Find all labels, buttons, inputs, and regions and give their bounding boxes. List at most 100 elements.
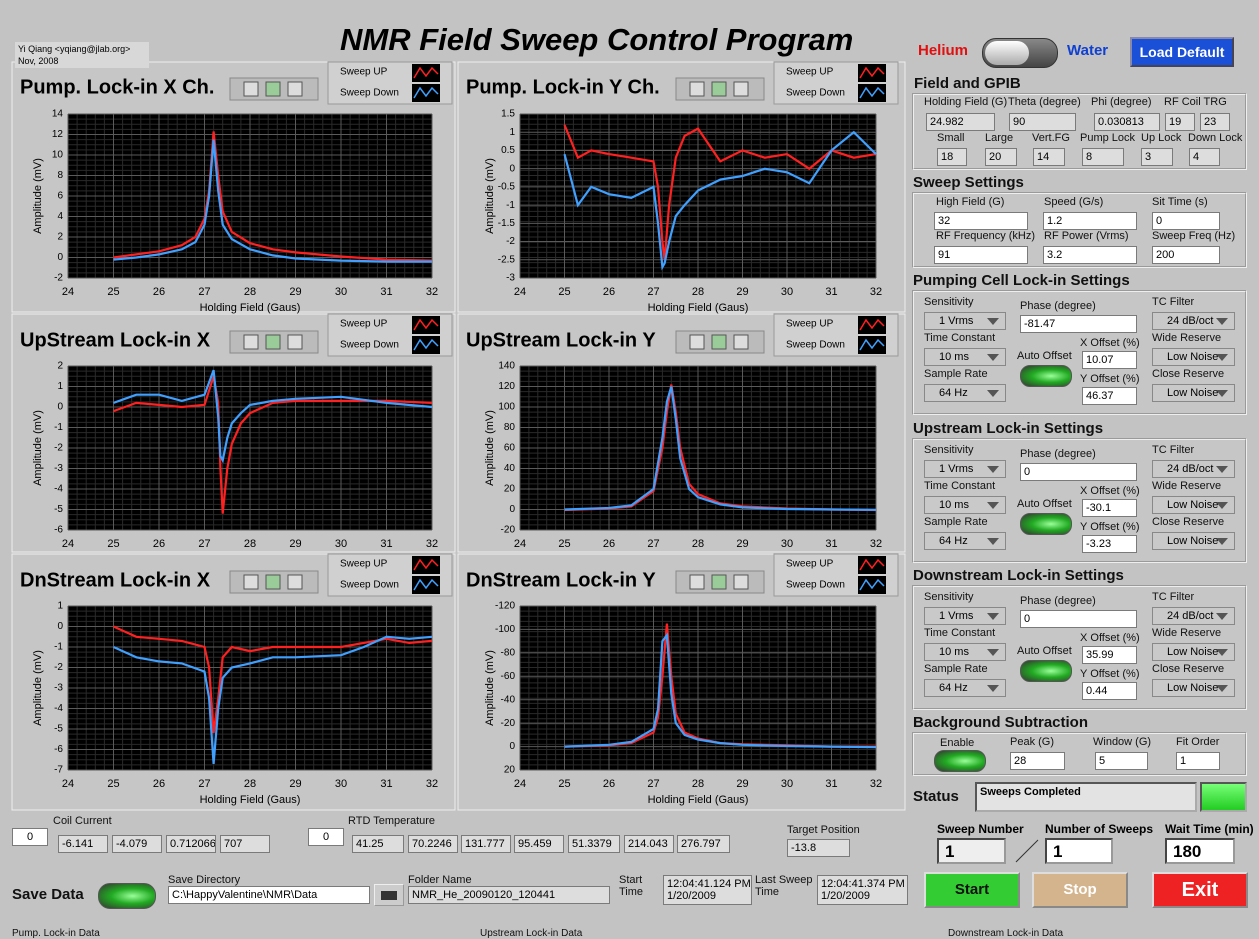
- input[interactable]: 200: [1152, 246, 1220, 264]
- input[interactable]: 1.2: [1043, 212, 1137, 230]
- save-toggle[interactable]: [98, 883, 156, 909]
- dropdown[interactable]: 24 dB/oct: [1152, 312, 1235, 330]
- indicator: 4: [1189, 148, 1220, 166]
- input[interactable]: 0.44: [1082, 682, 1137, 700]
- input[interactable]: 32: [934, 212, 1028, 230]
- input[interactable]: 0: [1020, 610, 1137, 628]
- y-tick-label: 0: [509, 741, 515, 752]
- input[interactable]: 28: [1010, 752, 1065, 770]
- enable-toggle[interactable]: [934, 750, 986, 772]
- toolbar-icon: [243, 81, 259, 97]
- timestamp: 12:04:41.374 PM 1/20/2009: [817, 875, 908, 905]
- auto-offset-toggle[interactable]: [1020, 660, 1072, 682]
- auto-offset-toggle[interactable]: [1020, 513, 1072, 535]
- array-index[interactable]: 0: [308, 828, 344, 846]
- input[interactable]: 1: [1176, 752, 1220, 770]
- sweep-number: 1: [937, 838, 1006, 864]
- y-tick-label: -1: [506, 200, 515, 211]
- toolbar-icon: [733, 81, 749, 97]
- dropdown[interactable]: Low Noise: [1152, 679, 1235, 697]
- dropdown[interactable]: 64 Hz: [924, 532, 1006, 550]
- label: Large: [985, 132, 1014, 144]
- y-tick-label: 4: [57, 211, 63, 222]
- array-index[interactable]: 0: [12, 828, 48, 846]
- input[interactable]: -30.1: [1082, 499, 1137, 517]
- x-tick-label: 31: [825, 286, 837, 298]
- dropdown[interactable]: 1 Vrms: [924, 607, 1006, 625]
- input[interactable]: 0: [1020, 463, 1137, 481]
- x-tick-label: 25: [107, 286, 119, 298]
- indicator: -13.8: [787, 839, 850, 857]
- input[interactable]: 5: [1095, 752, 1148, 770]
- dropdown[interactable]: 64 Hz: [924, 679, 1006, 697]
- label: Peak (G): [1010, 736, 1055, 748]
- input[interactable]: -81.47: [1020, 315, 1137, 333]
- legend-swatch: [859, 318, 885, 331]
- dropdown[interactable]: 1 Vrms: [924, 312, 1006, 330]
- section-title: Upstream Lock-in Settings: [913, 420, 1104, 437]
- array-item: 214.043: [624, 835, 674, 853]
- dropdown[interactable]: Low Noise: [1152, 643, 1235, 661]
- dropdown[interactable]: 24 dB/oct: [1152, 460, 1235, 478]
- series-line: [563, 124, 877, 260]
- load-default-button[interactable]: Load Default: [1130, 37, 1234, 67]
- browse-button[interactable]: [374, 884, 404, 906]
- label: Wide Reserve: [1152, 627, 1222, 639]
- array-item: 0.712066: [166, 835, 216, 853]
- date: 1/20/2009: [667, 890, 716, 902]
- stop-button[interactable]: Stop: [1032, 872, 1128, 908]
- y-tick-label: 0: [509, 163, 515, 174]
- y-tick-label: -4: [54, 703, 63, 714]
- auto-offset-toggle[interactable]: [1020, 365, 1072, 387]
- label: Y Offset (%): [1080, 373, 1140, 385]
- indicator: 3: [1141, 148, 1173, 166]
- exit-button[interactable]: Exit: [1152, 872, 1248, 908]
- wait-time[interactable]: 180: [1165, 838, 1235, 864]
- y-tick-label: 1.5: [501, 109, 515, 120]
- x-tick-label: 30: [781, 538, 793, 550]
- input[interactable]: -3.23: [1082, 535, 1137, 553]
- x-axis-label: Holding Field (Gaus): [200, 794, 301, 806]
- y-axis-label: Amplitude (mV): [32, 410, 44, 486]
- label: Y Offset (%): [1080, 668, 1140, 680]
- array-item: -4.079: [112, 835, 162, 853]
- dropdown[interactable]: 1 Vrms: [924, 460, 1006, 478]
- series-line: [564, 632, 877, 749]
- indicator: 8: [1082, 148, 1124, 166]
- input[interactable]: 91: [934, 246, 1028, 264]
- dropdown[interactable]: 10 ms: [924, 348, 1006, 366]
- folder-icon: [381, 891, 397, 900]
- array-item: 707: [220, 835, 270, 853]
- label: Sample Rate: [924, 516, 988, 528]
- dropdown[interactable]: Low Noise: [1152, 384, 1235, 402]
- path-input[interactable]: C:\HappyValentine\NMR\Data: [168, 886, 370, 904]
- dropdown[interactable]: 64 Hz: [924, 384, 1006, 402]
- indicator: 90: [1009, 113, 1076, 131]
- label: Folder Name: [408, 874, 472, 886]
- dropdown[interactable]: Low Noise: [1152, 496, 1235, 514]
- start-button[interactable]: Start: [924, 872, 1020, 908]
- series-line: [113, 375, 433, 514]
- y-tick-label: -4: [54, 484, 63, 495]
- label: RF Frequency (kHz): [936, 230, 1036, 242]
- number-of-sweeps[interactable]: 1: [1045, 838, 1113, 864]
- legend-label: Sweep Down: [786, 580, 845, 591]
- x-tick-label: 25: [558, 286, 570, 298]
- dropdown[interactable]: 10 ms: [924, 496, 1006, 514]
- mode-switch[interactable]: [982, 38, 1058, 68]
- dropdown[interactable]: Low Noise: [1152, 532, 1235, 550]
- legend-swatch: [413, 338, 439, 351]
- dropdown[interactable]: 10 ms: [924, 643, 1006, 661]
- input[interactable]: 35.99: [1082, 646, 1137, 664]
- dropdown[interactable]: 24 dB/oct: [1152, 607, 1235, 625]
- section-title: Field and GPIB: [914, 75, 1021, 92]
- input[interactable]: 0: [1152, 212, 1220, 230]
- legend-swatch: [413, 578, 439, 591]
- label: Phi (degree): [1091, 96, 1152, 108]
- series-line: [113, 131, 433, 262]
- input[interactable]: 3.2: [1043, 246, 1137, 264]
- input[interactable]: 10.07: [1082, 351, 1137, 369]
- input[interactable]: 46.37: [1082, 387, 1137, 405]
- dropdown[interactable]: Low Noise: [1152, 348, 1235, 366]
- y-tick-label: -0.5: [498, 182, 516, 193]
